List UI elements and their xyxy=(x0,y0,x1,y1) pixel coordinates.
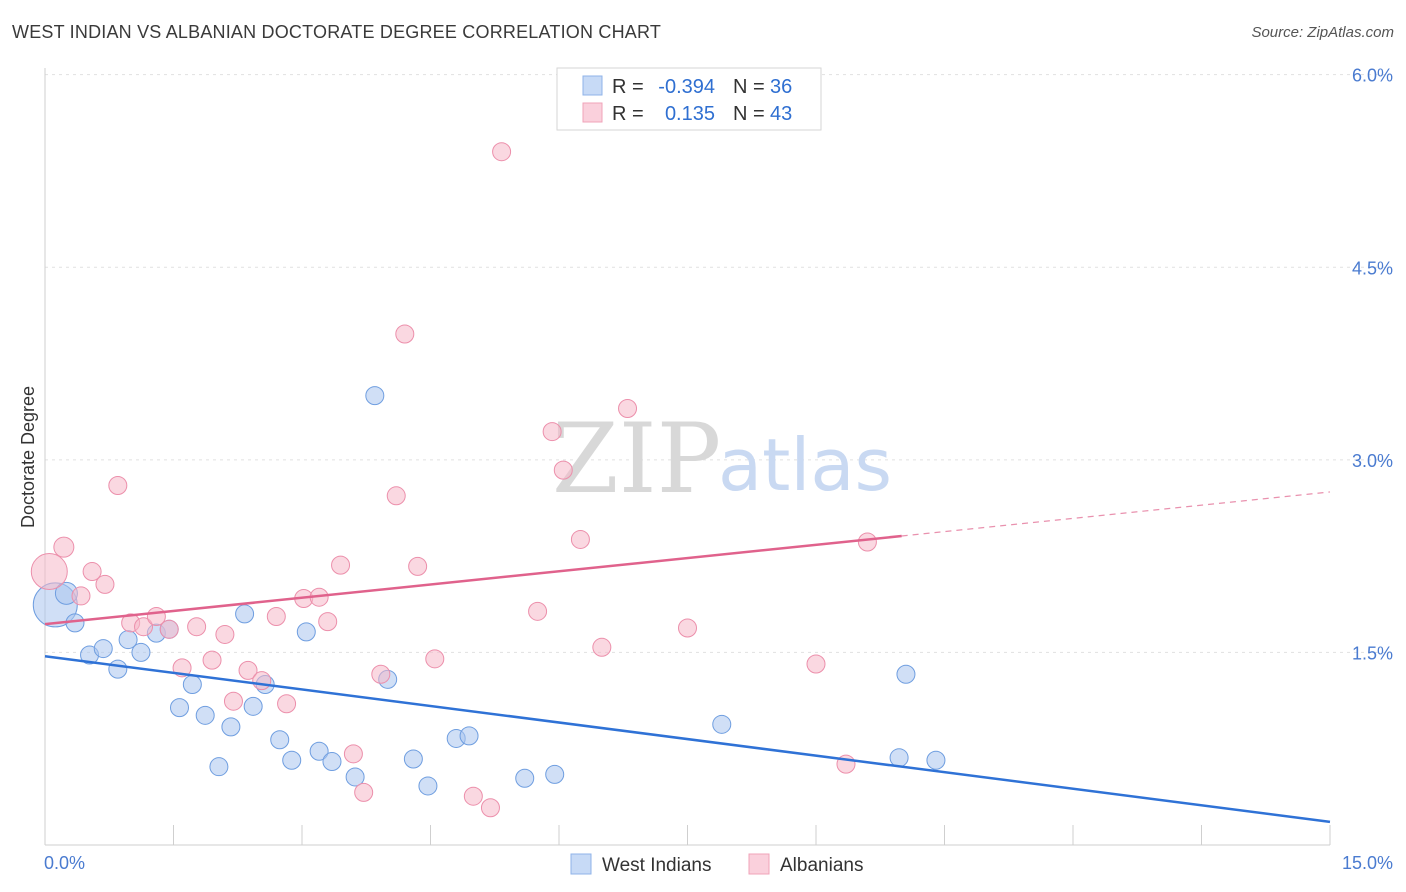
stats-legend: R = -0.394 N = 36 R = 0.135 N = 43 xyxy=(556,67,822,131)
albanians-point-39 xyxy=(678,618,697,638)
west-indians-point-15 xyxy=(235,604,255,624)
y-tick-label-1: 3.0% xyxy=(1352,451,1393,471)
west-indians-point-10 xyxy=(169,698,189,718)
west-indians-point-14 xyxy=(221,717,241,737)
y-tick-labels: 1.5% 3.0% 4.5% 6.0% xyxy=(1352,66,1393,664)
albanians-point-13 xyxy=(215,624,235,644)
legend-r-label-2: R = xyxy=(612,103,644,125)
albanians-point-30 xyxy=(463,786,483,806)
x-tick-label-max: 15.0% xyxy=(1342,853,1393,873)
albanians-point-27 xyxy=(395,324,415,344)
trend-lines xyxy=(44,491,1331,824)
grid-lines xyxy=(45,74,1390,653)
west-indians-point-4 xyxy=(93,639,113,659)
albanians-point-4 xyxy=(95,574,115,594)
west-indians-trend-line xyxy=(44,655,1331,824)
albanians-point-14 xyxy=(223,691,243,711)
albanians-point-15 xyxy=(238,660,258,680)
west-indians-point-5 xyxy=(108,659,128,679)
y-tick-label-3: 6.0% xyxy=(1352,66,1393,86)
legend-swatch-albanians xyxy=(582,102,603,123)
albanians-point-33 xyxy=(528,601,548,621)
chart-title: WEST INDIAN VS ALBANIAN DOCTORATE DEGREE… xyxy=(12,22,662,42)
west-indians-point-32 xyxy=(712,714,732,734)
west-indians-point-13 xyxy=(209,757,229,777)
albanians-point-29 xyxy=(425,649,445,669)
west-indians-point-23 xyxy=(345,767,365,787)
bottom-legend-swatch-albanians xyxy=(748,853,770,875)
data-points xyxy=(30,142,946,818)
west-indians-point-20 xyxy=(296,622,316,642)
west-indians-point-33 xyxy=(889,748,909,768)
x-ticks xyxy=(173,825,1331,845)
albanians-point-9 xyxy=(159,619,179,639)
west-indians-point-31 xyxy=(545,764,565,784)
west-indians-point-18 xyxy=(270,730,290,750)
west-indians-point-21 xyxy=(309,741,329,761)
legend-n-label-1: N = xyxy=(733,76,765,98)
west-indians-point-34 xyxy=(896,664,916,684)
albanians-point-32 xyxy=(492,142,512,162)
albanians-trend-extension xyxy=(901,491,1331,537)
bottom-legend-label-albanians: Albanians xyxy=(780,855,863,876)
y-axis-label: Doctorate Degree xyxy=(18,386,38,528)
watermark-atlas: atlas xyxy=(718,423,892,507)
albanians-point-23 xyxy=(343,744,363,764)
west-indians-point-7 xyxy=(131,642,151,662)
albanians-point-18 xyxy=(277,694,297,714)
albanians-point-3 xyxy=(82,562,102,582)
west-indians-point-16 xyxy=(243,696,263,716)
west-indians-point-22 xyxy=(322,752,342,772)
legend-r-label-1: R = xyxy=(612,76,644,98)
albanians-point-2 xyxy=(71,586,91,606)
y-tick-label-0: 1.5% xyxy=(1352,643,1393,663)
albanians-point-35 xyxy=(553,460,573,480)
west-indians-point-35 xyxy=(926,750,946,770)
series-legend: West Indians Albanians xyxy=(570,853,863,876)
west-indians-point-12 xyxy=(195,705,215,725)
albanians-point-34 xyxy=(542,422,562,442)
west-indians-point-30 xyxy=(515,768,535,788)
albanians-point-12 xyxy=(202,650,222,670)
west-indians-point-26 xyxy=(403,749,423,769)
x-tick-label-min: 0.0% xyxy=(44,853,85,873)
legend-n-label-2: N = xyxy=(733,103,765,125)
bottom-legend-label-west-indians: West Indians xyxy=(602,855,711,876)
west-indians-point-11 xyxy=(182,675,202,695)
albanians-point-38 xyxy=(618,398,638,418)
west-indians-point-27 xyxy=(418,776,438,796)
y-tick-label-2: 4.5% xyxy=(1352,258,1393,278)
albanians-point-7 xyxy=(134,617,154,637)
legend-swatch-west-indians xyxy=(582,75,603,96)
albanians-point-36 xyxy=(570,529,590,549)
legend-n-value-2: 43 xyxy=(770,103,792,125)
albanians-point-1 xyxy=(53,536,75,558)
albanians-point-17 xyxy=(266,606,286,626)
albanians-point-26 xyxy=(386,486,406,506)
albanians-point-22 xyxy=(331,555,351,575)
albanians-point-42 xyxy=(857,532,877,552)
albanians-point-24 xyxy=(354,782,374,802)
albanians-trend-line xyxy=(44,534,902,626)
west-indians-point-29 xyxy=(459,726,479,746)
albanians-point-31 xyxy=(480,798,500,818)
albanians-point-37 xyxy=(592,637,612,657)
albanians-point-25 xyxy=(371,664,391,684)
albanians-point-21 xyxy=(318,612,338,632)
albanians-point-11 xyxy=(187,617,207,637)
watermark-zip: ZIP xyxy=(552,403,721,515)
bottom-legend-swatch-west-indians xyxy=(570,853,592,875)
west-indians-point-19 xyxy=(282,750,302,770)
legend-n-value-1: 36 xyxy=(770,76,792,98)
albanians-point-5 xyxy=(108,476,128,496)
albanians-point-40 xyxy=(806,654,826,674)
albanians-point-28 xyxy=(408,556,428,576)
legend-r-value-1: -0.394 xyxy=(658,76,715,98)
albanians-point-0 xyxy=(30,553,68,591)
west-indians-point-24 xyxy=(365,386,385,406)
legend-r-value-2: 0.135 xyxy=(665,103,715,125)
source-label: Source: ZipAtlas.com xyxy=(1251,24,1394,41)
albanians-point-16 xyxy=(252,671,272,691)
